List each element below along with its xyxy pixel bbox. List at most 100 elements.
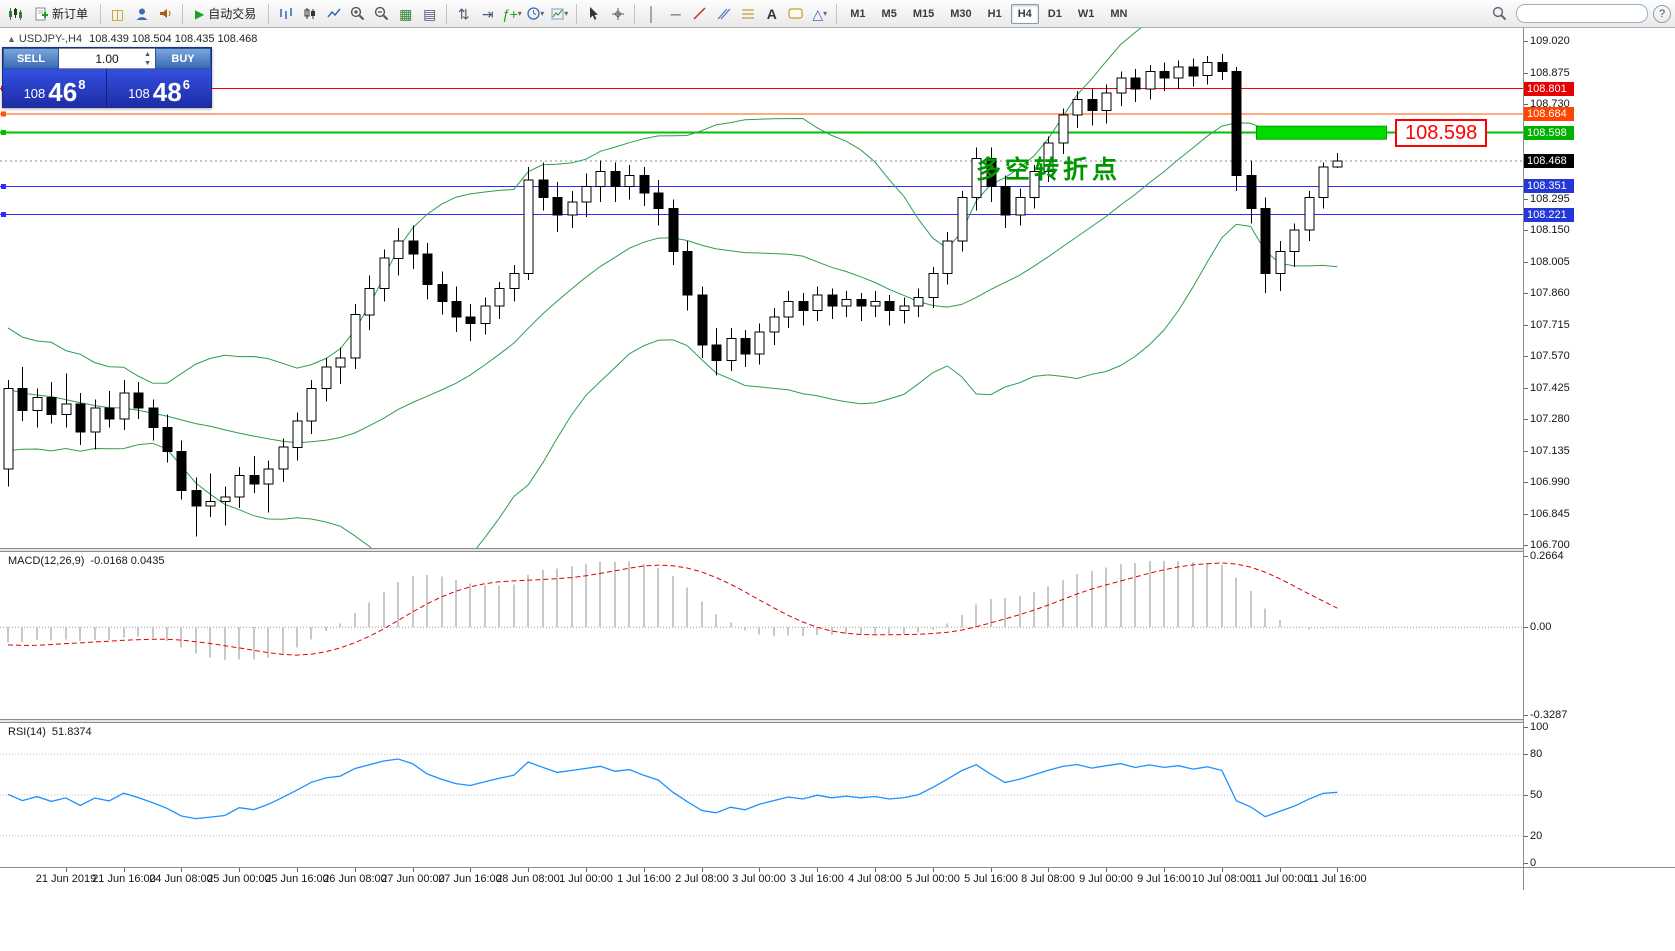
price-callout-label[interactable]: 108.598	[1395, 119, 1488, 147]
new-order-button[interactable]: 新订单	[28, 2, 95, 25]
time-tick-mark	[1106, 868, 1107, 872]
rsi-indicator-panel[interactable]	[0, 723, 1523, 867]
periods-button[interactable]: ▾	[524, 3, 547, 25]
macd-values: -0.0168 0.0435	[90, 555, 165, 567]
crosshair-icon[interactable]	[606, 3, 629, 25]
toolbar-separator	[634, 3, 636, 24]
search-icon[interactable]	[1488, 3, 1511, 25]
line-chart-icon[interactable]	[322, 3, 345, 25]
rsi-scale-label: 20	[1530, 829, 1543, 842]
cursor-icon[interactable]	[582, 3, 605, 25]
search-input[interactable]	[1516, 4, 1648, 23]
timeframe-button-H1[interactable]: H1	[987, 7, 1002, 20]
main-price-chart[interactable]	[0, 28, 1523, 548]
scale-tick-mark	[1524, 482, 1528, 483]
macd-label: MACD(12,26,9) -0.0168 0.0435	[8, 555, 165, 567]
scale-tick-mark	[1524, 324, 1528, 326]
lot-decrement-icon[interactable]: ▼	[144, 60, 151, 67]
timeframe-button-M1[interactable]: M1	[850, 7, 866, 20]
chart-annotation-text[interactable]: 多空转折点	[976, 156, 1122, 184]
rsi-scale-label: 100	[1530, 721, 1549, 733]
sell-price-button[interactable]: 108 46 8	[3, 69, 107, 107]
lot-increment-icon[interactable]: ▲	[144, 51, 151, 58]
help-icon[interactable]: ?	[1653, 4, 1671, 23]
channel-tool-icon[interactable]	[712, 3, 735, 25]
level-line-anchor[interactable]	[1, 111, 6, 117]
buy-button[interactable]: BUY	[155, 48, 211, 69]
time-axis[interactable]: 21 Jun 2019 21 Jun 16:00 24 Jun 08:00 25 Ju…	[0, 868, 1675, 890]
buy-price-button[interactable]: 108 48 6	[107, 69, 211, 107]
level-line-anchor[interactable]	[1, 212, 6, 218]
time-axis-label: 1 Jul 00:00	[559, 873, 613, 885]
time-axis-label: 21 Jun 2019	[35, 873, 97, 885]
rsi-scale-label: 50	[1530, 789, 1543, 801]
time-axis-label: 4 Jul 08:00	[848, 873, 902, 885]
trendline-tool-icon[interactable]	[688, 3, 711, 25]
indicators-button[interactable]: ƒ+ ▾	[501, 5, 522, 22]
autotrading-button[interactable]: ▶ 自动交易	[188, 2, 263, 25]
templates-button[interactable]: ▾	[548, 3, 571, 25]
arrange-icon[interactable]: ⇅	[457, 5, 470, 22]
timeframe-button-D1[interactable]: D1	[1047, 7, 1062, 20]
time-axis-label: 5 Jul 00:00	[906, 873, 960, 885]
toolbar-separator	[576, 3, 578, 24]
horizontal-line-tool-icon[interactable]: ─	[670, 5, 681, 22]
scale-tick-mark	[1524, 627, 1528, 629]
macd-histogram	[7, 560, 1338, 660]
bar-chart-icon[interactable]	[274, 3, 297, 25]
rsi-scale-label: 0	[1530, 857, 1537, 869]
zoom-out-icon[interactable]	[370, 3, 393, 25]
ask-point: 6	[182, 77, 190, 92]
toolbar-separator	[446, 3, 448, 24]
label-tool-icon[interactable]	[784, 3, 807, 25]
price-scale-label: 108.295	[1530, 192, 1570, 205]
autotrading-label: 自动交易	[208, 7, 257, 21]
candlestick-chart-icon[interactable]	[298, 3, 321, 25]
scale-tick-mark	[1524, 198, 1528, 200]
timeframe-button-M30[interactable]: M30	[950, 7, 972, 20]
time-tick-mark	[181, 868, 182, 872]
profiles-icon[interactable]	[130, 3, 153, 25]
tile-windows-icon[interactable]: ▦	[399, 5, 413, 22]
cascade-windows-icon[interactable]: ▤	[423, 5, 437, 22]
fibonacci-tool-icon[interactable]	[736, 3, 759, 25]
panel-splitter[interactable]	[0, 719, 1675, 723]
scale-tick-mark	[1524, 545, 1528, 546]
price-level-lines[interactable]	[0, 86, 1523, 218]
time-axis-label: 3 Jul 16:00	[790, 873, 844, 885]
price-tag-108.801: 108.801	[1524, 81, 1574, 96]
timeframe-button-M15[interactable]: M15	[912, 7, 935, 20]
text-tool-icon[interactable]: A	[766, 5, 777, 22]
timeframe-button-W1[interactable]: W1	[1077, 7, 1095, 20]
new-order-icon	[35, 7, 48, 20]
ask-figure: 108	[128, 86, 150, 101]
time-axis-label: 11 Jul 16:00	[1307, 873, 1367, 885]
timeframe-button-H4[interactable]: H4	[1010, 3, 1039, 24]
top-toolbar: 新订单 ◫ ▶ 自动交易 ▦ ▤ ⇅	[0, 0, 1675, 28]
sell-button[interactable]: SELL	[3, 48, 59, 69]
new-chart-icon[interactable]: ◫	[110, 5, 125, 22]
level-line-anchor[interactable]	[1, 183, 6, 189]
timeframe-button-MN[interactable]: MN	[1110, 7, 1128, 20]
macd-indicator-panel[interactable]	[0, 552, 1523, 719]
price-scale-label: 109.020	[1530, 35, 1570, 47]
time-axis-label: 27 Jun 16:00	[438, 873, 502, 885]
price-scale-column[interactable]: 109.020 108.875 108.730 108.295 108.150 108.0…	[1524, 28, 1675, 869]
time-axis-label: 27 Jun 00:00	[381, 873, 445, 885]
ask-pips: 48	[152, 76, 182, 107]
oneclick-collapse-arrow[interactable]: ▲	[7, 34, 16, 44]
panel-splitter[interactable]	[0, 548, 1675, 552]
scale-tick-mark	[1524, 863, 1528, 864]
auto-scroll-icon[interactable]: ⇥	[481, 5, 494, 22]
highlight-rectangle[interactable]	[1256, 125, 1387, 140]
shapes-tool-icon[interactable]: △ ▾	[812, 5, 828, 22]
zoom-in-icon[interactable]	[346, 3, 369, 25]
price-scale-label: 107.135	[1530, 444, 1570, 457]
alerts-icon[interactable]	[154, 3, 177, 25]
time-tick-mark	[759, 868, 760, 872]
vertical-line-tool-icon[interactable]: │	[647, 5, 657, 22]
time-axis-label: 3 Jul 00:00	[732, 873, 786, 885]
lot-size-input[interactable]: 1.00 ▲ ▼	[59, 48, 155, 69]
level-line-anchor[interactable]	[1, 130, 6, 136]
timeframe-button-M5[interactable]: M5	[881, 7, 897, 20]
